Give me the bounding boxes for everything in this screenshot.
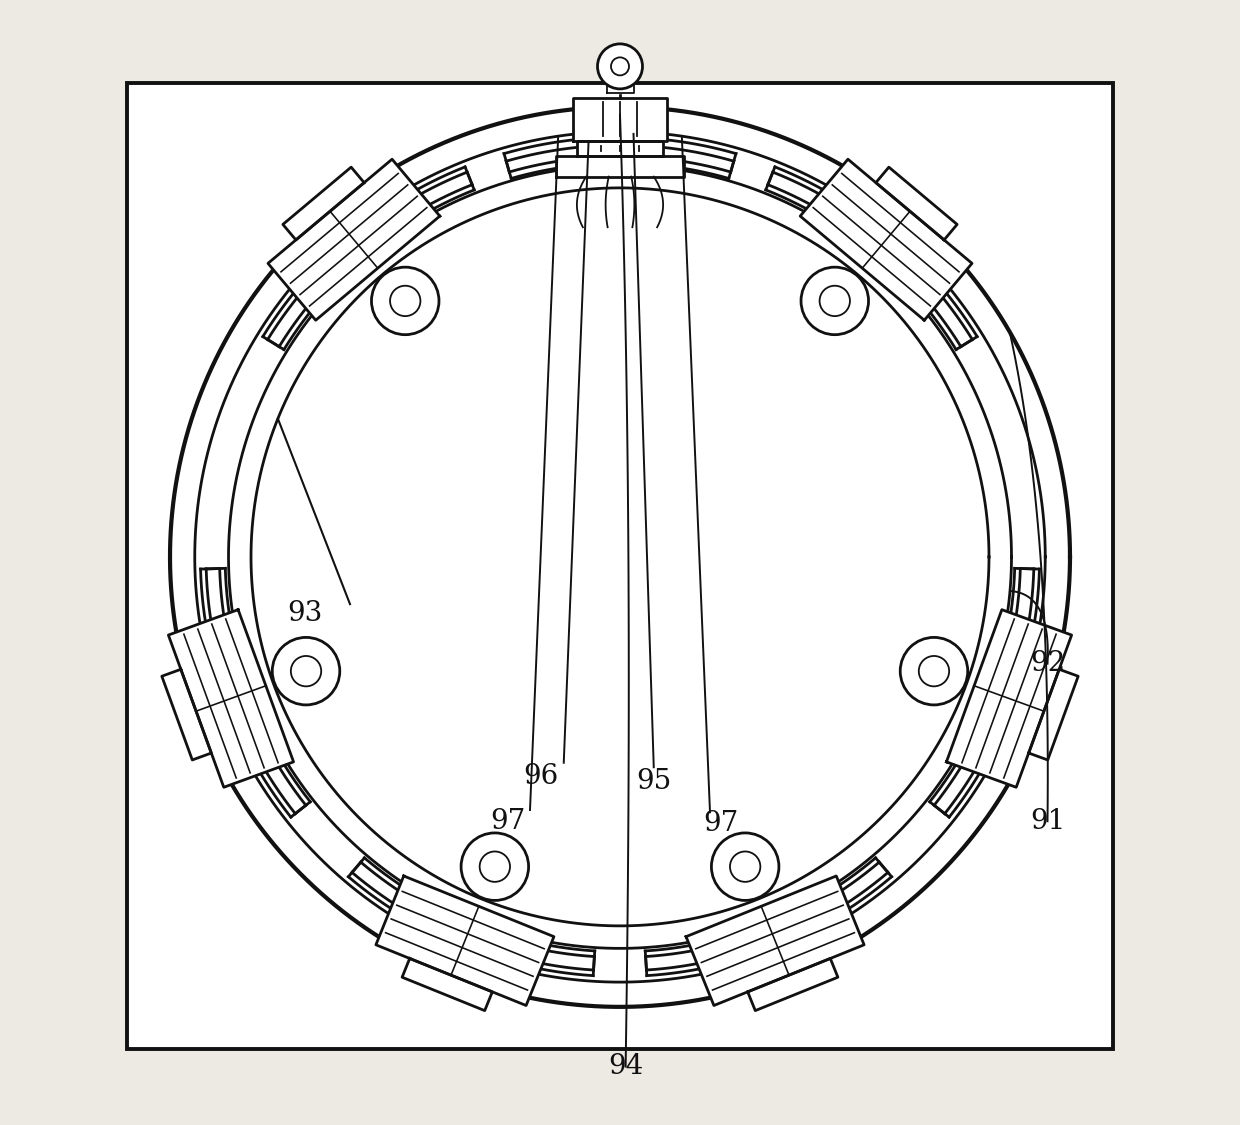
Polygon shape bbox=[556, 156, 684, 177]
Polygon shape bbox=[283, 168, 365, 240]
Text: 97: 97 bbox=[703, 810, 739, 837]
Polygon shape bbox=[606, 82, 634, 93]
Polygon shape bbox=[506, 145, 734, 179]
Polygon shape bbox=[800, 160, 972, 321]
Circle shape bbox=[712, 832, 779, 900]
Polygon shape bbox=[268, 172, 474, 350]
Text: 96: 96 bbox=[523, 763, 559, 790]
Polygon shape bbox=[376, 876, 554, 1006]
Circle shape bbox=[900, 638, 967, 705]
Polygon shape bbox=[263, 166, 472, 346]
Circle shape bbox=[273, 638, 340, 705]
Polygon shape bbox=[206, 568, 310, 813]
Text: 92: 92 bbox=[1030, 650, 1065, 677]
Polygon shape bbox=[875, 168, 957, 240]
Polygon shape bbox=[352, 858, 595, 970]
Text: 91: 91 bbox=[1029, 808, 1065, 835]
Polygon shape bbox=[503, 137, 737, 172]
Polygon shape bbox=[766, 172, 972, 350]
Polygon shape bbox=[201, 568, 306, 817]
Polygon shape bbox=[169, 610, 294, 787]
Bar bbox=[128, 83, 1112, 1048]
Polygon shape bbox=[573, 98, 667, 141]
Polygon shape bbox=[161, 669, 211, 761]
Polygon shape bbox=[748, 958, 838, 1010]
Text: 94: 94 bbox=[608, 1053, 644, 1080]
Polygon shape bbox=[578, 141, 662, 156]
Polygon shape bbox=[686, 876, 864, 1006]
Text: 97: 97 bbox=[490, 808, 526, 835]
Circle shape bbox=[598, 44, 642, 89]
Circle shape bbox=[372, 267, 439, 334]
Polygon shape bbox=[645, 858, 888, 970]
Polygon shape bbox=[930, 568, 1034, 813]
Polygon shape bbox=[268, 160, 440, 321]
Polygon shape bbox=[934, 568, 1039, 817]
Circle shape bbox=[461, 832, 528, 900]
Polygon shape bbox=[946, 610, 1071, 787]
Circle shape bbox=[801, 267, 868, 334]
Text: 95: 95 bbox=[636, 768, 671, 795]
Polygon shape bbox=[646, 862, 892, 975]
Polygon shape bbox=[402, 958, 492, 1010]
Polygon shape bbox=[768, 166, 977, 346]
Polygon shape bbox=[348, 862, 594, 975]
Text: 93: 93 bbox=[288, 600, 322, 627]
Polygon shape bbox=[1029, 669, 1079, 761]
